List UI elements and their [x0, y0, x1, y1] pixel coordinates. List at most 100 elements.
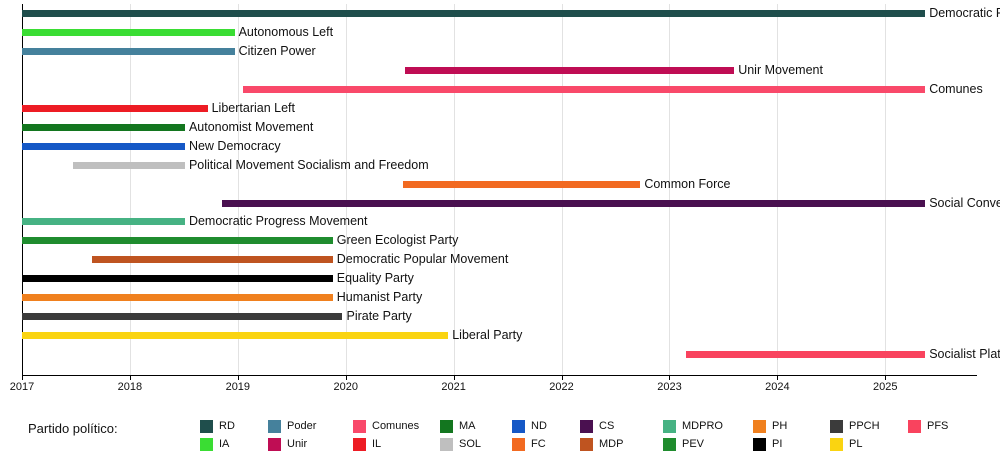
legend-title: Partido político:	[28, 421, 118, 436]
timeline-bar[interactable]	[22, 142, 185, 150]
legend-swatch	[440, 420, 453, 433]
legend-swatch	[830, 420, 843, 433]
legend-item[interactable]: Poder	[268, 420, 316, 433]
timeline-bar[interactable]	[72, 161, 185, 169]
legend-item[interactable]: Unir	[268, 438, 307, 451]
legend-item[interactable]: CS	[580, 420, 614, 433]
legend-label: PL	[849, 438, 863, 450]
legend-swatch	[268, 420, 281, 433]
timeline-bar[interactable]	[22, 123, 185, 131]
x-tick	[345, 375, 347, 380]
timeline-bar-label: Common Force	[644, 176, 731, 191]
timeline-bar[interactable]	[22, 237, 333, 245]
x-tick	[561, 375, 563, 380]
legend-item[interactable]: RD	[200, 420, 235, 433]
timeline-bar-label: Unir Movement	[738, 62, 823, 77]
timeline-bar[interactable]	[22, 10, 926, 17]
x-tick-label: 2024	[765, 381, 790, 393]
legend-swatch	[353, 438, 366, 451]
legend-swatch	[830, 438, 843, 451]
y-axis-line	[22, 4, 23, 375]
gridline	[129, 4, 131, 375]
timeline-bar-label: Democratic Revolution	[929, 6, 1000, 20]
timeline-bar-label: Social Convergence	[929, 195, 1000, 210]
timeline-bar-label: New Democracy	[188, 138, 281, 153]
legend-item[interactable]: FC	[512, 438, 546, 451]
legend-item[interactable]: PEV	[663, 438, 704, 451]
legend-item[interactable]: PL	[830, 438, 862, 451]
legend-label: MDP	[599, 438, 624, 450]
timeline-bar[interactable]	[22, 28, 235, 36]
timeline-bar-label: Pirate Party	[346, 309, 412, 324]
legend-label: PI	[772, 438, 783, 450]
timeline-bar-label: Libertarian Left	[211, 100, 295, 115]
timeline-bar[interactable]	[243, 85, 926, 93]
legend-swatch	[663, 438, 676, 451]
timeline-bar[interactable]	[685, 351, 926, 359]
legend-label: PH	[772, 420, 788, 432]
legend-item[interactable]: IL	[353, 438, 381, 451]
x-tick-label: 2023	[657, 381, 682, 393]
x-tick	[237, 375, 239, 380]
timeline-bar-label: Democratic Progress Movement	[188, 214, 368, 229]
timeline-bar[interactable]	[22, 104, 208, 112]
timeline-bar[interactable]	[405, 66, 735, 74]
gridline	[237, 4, 239, 375]
legend-swatch	[200, 438, 213, 451]
legend-swatch	[753, 438, 766, 451]
timeline-bar-label: Green Ecologist Party	[336, 233, 459, 248]
legend-label: PFS	[927, 420, 949, 432]
legend-swatch	[753, 420, 766, 433]
legend-swatch	[512, 420, 525, 433]
gridline	[885, 4, 887, 375]
timeline-bar-label: Equality Party	[336, 271, 414, 286]
legend-swatch	[580, 438, 593, 451]
gantt-chart: 2017 2018 2019 2020 2021 2022 2023 2024 2025 Dem…	[9, 4, 1000, 393]
timeline-bar-label: Liberal Party	[452, 328, 523, 343]
timeline-bar[interactable]	[402, 180, 641, 188]
x-tick-label: 2019	[225, 381, 251, 393]
legend-label: IA	[219, 438, 230, 450]
legend-swatch	[580, 420, 593, 433]
timeline-bar-label: Political Movement Socialism and Freedom	[188, 157, 429, 172]
legend-label: Poder	[287, 420, 317, 432]
timeline-bar[interactable]	[22, 294, 333, 302]
legend: Partido político: RD IA Poder Unir Comunes IL…	[0, 405, 1000, 451]
legend-swatch	[908, 420, 921, 433]
legend-swatch	[663, 420, 676, 433]
timeline-bar[interactable]	[22, 332, 449, 340]
legend-item[interactable]: PPCH	[830, 420, 880, 433]
x-tick-label: 2025	[873, 381, 898, 393]
legend-item[interactable]: MDPRO	[663, 420, 723, 433]
legend-item[interactable]: PFS	[908, 420, 948, 433]
timeline-bar[interactable]	[22, 218, 185, 226]
timeline-bar[interactable]	[92, 256, 333, 264]
x-tick	[129, 375, 131, 380]
timeline-bar[interactable]	[221, 199, 926, 207]
x-tick-label: 2017	[9, 381, 35, 393]
x-tick-label: 2018	[117, 381, 143, 393]
legend-item[interactable]: MDP	[580, 438, 623, 451]
legend-swatch	[353, 420, 366, 433]
gridline	[561, 4, 563, 375]
x-tick	[885, 375, 887, 380]
x-axis-line	[22, 375, 977, 376]
legend-item[interactable]: Comunes	[353, 420, 419, 433]
legend-label: PEV	[682, 438, 705, 450]
timeline-bar-label: Democratic Popular Movement	[336, 252, 509, 267]
gridline	[453, 4, 455, 375]
legend-label: SOL	[459, 438, 482, 450]
legend-item[interactable]: MA	[440, 420, 476, 433]
legend-item[interactable]: IA	[200, 438, 229, 451]
legend-swatch	[200, 420, 213, 433]
legend-label: MDPRO	[682, 420, 723, 432]
legend-item[interactable]: PI	[753, 438, 782, 451]
timeline-bar[interactable]	[22, 275, 333, 283]
legend-item[interactable]: PH	[753, 420, 787, 433]
timeline-bar[interactable]	[22, 47, 235, 55]
legend-item[interactable]: ND	[512, 420, 547, 433]
legend-item[interactable]: SOL	[440, 438, 481, 451]
timeline-bar[interactable]	[22, 313, 343, 321]
legend-label: MA	[459, 420, 476, 432]
gridline	[669, 4, 671, 375]
